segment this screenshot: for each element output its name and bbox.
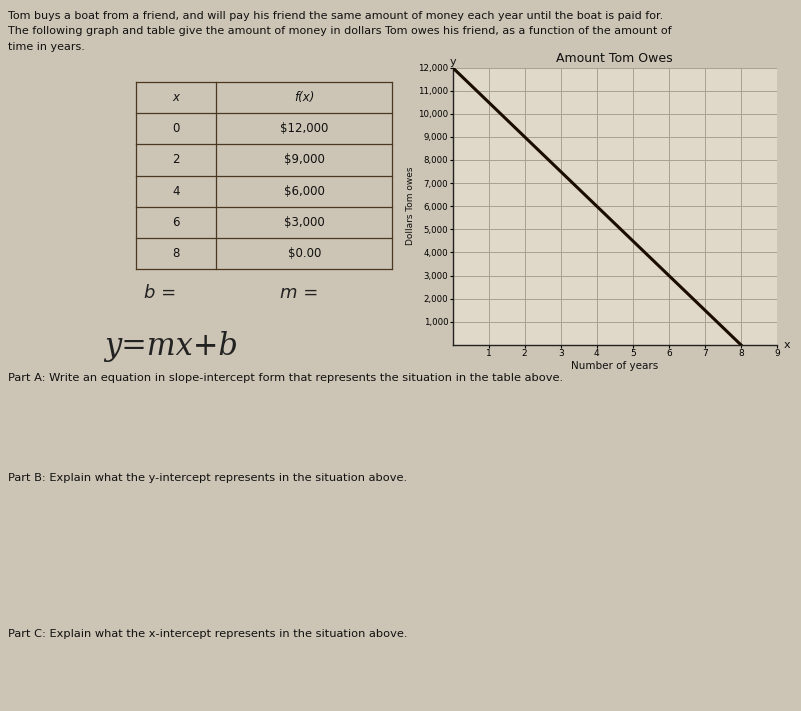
- X-axis label: Number of years: Number of years: [571, 360, 658, 370]
- Text: 4: 4: [172, 185, 180, 198]
- Text: m =: m =: [280, 284, 319, 302]
- Text: Part B: Explain what the y-intercept represents in the situation above.: Part B: Explain what the y-intercept rep…: [8, 473, 407, 483]
- Y-axis label: Dollars Tom owes: Dollars Tom owes: [406, 167, 416, 245]
- Text: y=mx+b: y=mx+b: [104, 331, 238, 362]
- Text: Tom buys a boat from a friend, and will pay his friend the same amount of money : Tom buys a boat from a friend, and will …: [8, 11, 663, 21]
- Text: $6,000: $6,000: [284, 185, 325, 198]
- Text: Part C: Explain what the x-intercept represents in the situation above.: Part C: Explain what the x-intercept rep…: [8, 629, 408, 639]
- Text: y: y: [449, 57, 456, 67]
- Text: 8: 8: [172, 247, 180, 260]
- Text: $0.00: $0.00: [288, 247, 321, 260]
- Text: b =: b =: [144, 284, 176, 302]
- Text: 6: 6: [172, 216, 180, 229]
- Text: x: x: [783, 340, 790, 350]
- Text: $9,000: $9,000: [284, 154, 325, 166]
- Text: x: x: [173, 91, 179, 104]
- Text: The following graph and table give the amount of money in dollars Tom owes his f: The following graph and table give the a…: [8, 26, 671, 36]
- Text: $12,000: $12,000: [280, 122, 328, 135]
- Text: 2: 2: [172, 154, 180, 166]
- Text: Part A: Write an equation in slope-intercept form that represents the situation : Part A: Write an equation in slope-inter…: [8, 373, 563, 383]
- Text: 0: 0: [172, 122, 180, 135]
- Text: $3,000: $3,000: [284, 216, 324, 229]
- Title: Amount Tom Owes: Amount Tom Owes: [557, 52, 673, 65]
- Text: time in years.: time in years.: [8, 42, 85, 52]
- Text: f(x): f(x): [294, 91, 315, 104]
